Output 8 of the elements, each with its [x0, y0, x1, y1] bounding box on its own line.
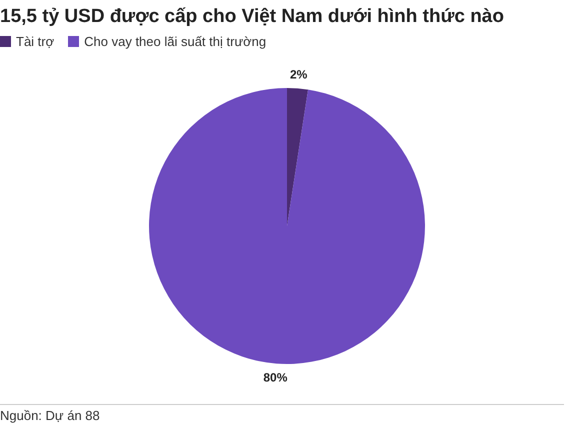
pie-slice	[149, 88, 425, 364]
chart-title: 15,5 tỷ USD được cấp cho Việt Nam dưới hình thức nào	[0, 5, 505, 28]
pie-slice	[287, 88, 308, 226]
text: Nguồn: Dự án 88	[0, 408, 100, 423]
data-label: 2%	[290, 67, 308, 82]
legend-label: Cho vay theo lãi suất thị trường	[84, 34, 266, 49]
data-label: 80%	[263, 370, 288, 385]
legend-label: Tài trợ	[16, 34, 54, 49]
